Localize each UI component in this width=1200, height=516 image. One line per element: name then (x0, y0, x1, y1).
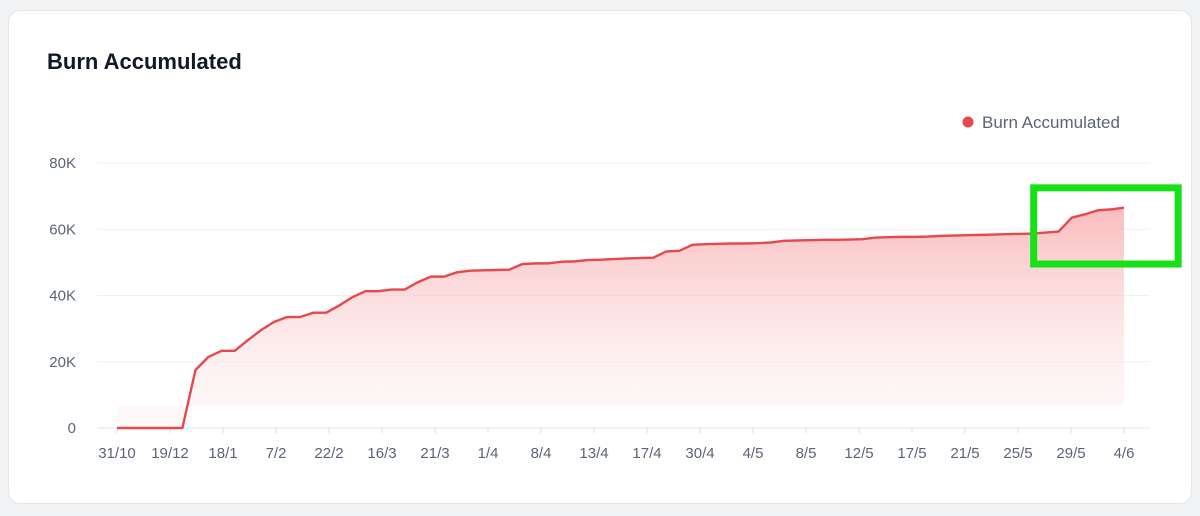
x-tick-label: 13/4 (579, 445, 608, 462)
chart-title: Burn Accumulated (47, 49, 242, 74)
x-tick-label: 4/6 (1114, 445, 1135, 462)
x-tick-label: 21/3 (420, 445, 449, 462)
y-tick-label: 40K (49, 288, 76, 305)
x-tick-label: 21/5 (950, 445, 979, 462)
x-tick-label: 31/10 (98, 445, 136, 462)
series-line (117, 206, 1125, 430)
y-tick-label: 80K (49, 155, 76, 172)
y-tick-label: 0 (68, 420, 76, 437)
legend-marker (962, 116, 974, 128)
x-tick-label: 7/2 (266, 445, 287, 462)
x-tick-label: 1/4 (478, 445, 499, 462)
legend: Burn Accumulated (962, 113, 1120, 132)
legend-label: Burn Accumulated (982, 113, 1120, 132)
x-tick-label: 8/5 (796, 445, 817, 462)
area-fill (117, 207, 1124, 428)
x-tick-label: 17/5 (897, 445, 926, 462)
x-tick-label: 12/5 (844, 445, 873, 462)
y-tick-label: 20K (49, 354, 76, 371)
highlight-rectangle (1030, 184, 1182, 268)
x-tick-label: 18/1 (208, 445, 237, 462)
x-tick-label: 16/3 (367, 445, 396, 462)
x-tick-label: 19/12 (151, 445, 189, 462)
x-tick-label: 17/4 (632, 445, 661, 462)
x-tick-label: 25/5 (1003, 445, 1032, 462)
x-tick-label: 29/5 (1056, 445, 1085, 462)
x-tick-label: 30/4 (685, 445, 714, 462)
y-tick-label: 60K (49, 221, 76, 238)
x-tick-label: 22/2 (314, 445, 343, 462)
x-tick-label: 8/4 (531, 445, 552, 462)
x-tick-label: 4/5 (743, 445, 764, 462)
